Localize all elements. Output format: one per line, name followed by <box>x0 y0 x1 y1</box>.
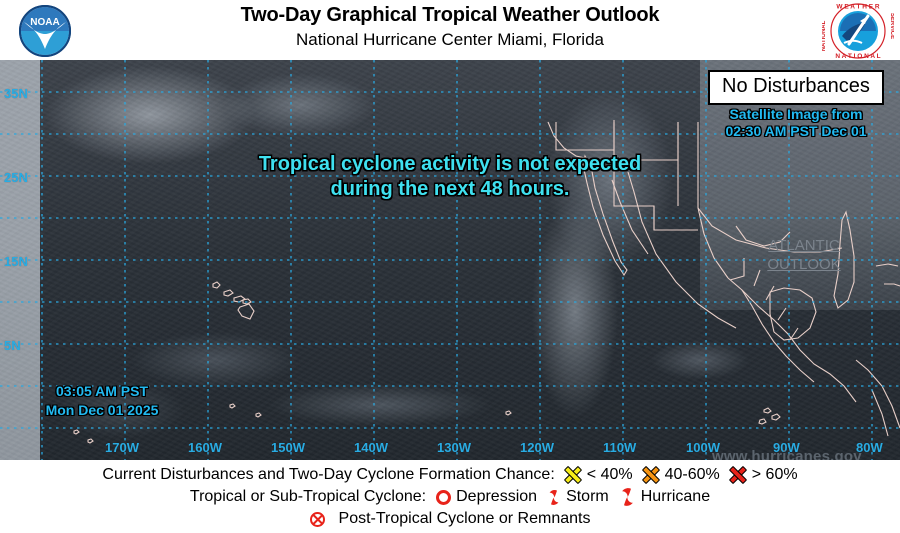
atlantic-outlook-line-2: OUTLOOK <box>767 256 841 273</box>
lat-label-25n: 25N <box>4 170 28 185</box>
legend-cyclone-type-label: Tropical or Sub-Tropical Cyclone: <box>189 488 427 505</box>
svg-text:SERVICE: SERVICE <box>889 13 894 39</box>
x-mark-yellow-icon <box>564 465 583 485</box>
atlantic-outlook-link[interactable]: ATLANTIC OUTLOOK <box>752 236 856 274</box>
issuance-time-line-1: 03:05 AM PST <box>55 383 149 399</box>
post-tropical-circle-x-icon <box>309 511 325 527</box>
lon-label-140w: 140W <box>354 440 388 455</box>
legend-item-hurricane: Hurricane <box>619 487 710 507</box>
legend-depression-label: Depression <box>456 488 538 505</box>
coastline-overlay <box>73 120 900 444</box>
issuance-timestamp: 03:05 AM PST Mon Dec 01 2025 <box>32 382 172 420</box>
lon-label-90w: 90W <box>773 440 800 455</box>
outlook-message-line-1: Tropical cyclone activity is not expecte… <box>258 153 642 175</box>
legend-row-formation-chance: Current Disturbances and Two-Day Cyclone… <box>0 464 900 486</box>
legend-item-medium-chance: 40-60% <box>641 465 720 485</box>
legend-item-high-chance: > 60% <box>729 465 798 485</box>
lat-label-15n: 15N <box>4 254 28 269</box>
lon-label-120w: 120W <box>520 440 554 455</box>
svg-text:N A T I O N A L: N A T I O N A L <box>835 53 880 60</box>
site-watermark: www.hurricanes.gov <box>712 448 862 460</box>
legend-low-chance-label: < 40% <box>586 466 633 483</box>
svg-text:NATIONAL: NATIONAL <box>822 20 827 51</box>
legend-panel: Current Disturbances and Two-Day Cyclone… <box>0 460 900 533</box>
legend-row-cyclone-types: Tropical or Sub-Tropical Cyclone: Depres… <box>0 486 900 508</box>
legend-high-chance-label: > 60% <box>751 466 798 483</box>
storm-spiral-icon <box>549 489 559 505</box>
depression-circle-icon <box>436 489 452 505</box>
hurricane-spiral-icon <box>621 488 633 506</box>
legend-item-depression: Depression <box>436 487 537 507</box>
satellite-off-disk-region <box>0 60 40 460</box>
svg-text:NOAA: NOAA <box>30 17 59 28</box>
lon-label-80w: 80W <box>856 440 883 455</box>
issuance-time-line-2: Mon Dec 01 2025 <box>45 402 159 418</box>
atlantic-outlook-line-1: ATLANTIC <box>768 237 840 254</box>
x-mark-red-icon <box>729 465 748 485</box>
legend-item-storm: Storm <box>547 487 609 507</box>
legend-row-post-tropical: Post-Tropical Cyclone or Remnants <box>0 508 900 530</box>
lon-label-150w: 150W <box>271 440 305 455</box>
satellite-image-timestamp: Satellite Image from 02:30 AM PST Dec 01 <box>700 106 892 140</box>
lon-label-100w: 100W <box>686 440 720 455</box>
noaa-logo: NOAA <box>19 5 71 57</box>
page-title: Two-Day Graphical Tropical Weather Outlo… <box>240 4 660 26</box>
lon-label-110w: 110W <box>603 440 637 455</box>
satellite-map[interactable]: 35N 25N 15N 5N 170W 160W 150W 140W 130W … <box>0 60 900 460</box>
lon-label-160w: 160W <box>188 440 222 455</box>
page-header: NOAA Two-Day Graphical Tropical Weather … <box>0 0 900 60</box>
outlook-message-line-2: during the next 48 hours. <box>330 178 570 200</box>
nws-logo: W E A T H E R N A T I O N A L NATIONAL S… <box>822 3 894 60</box>
legend-medium-chance-label: 40-60% <box>664 466 720 483</box>
x-mark-orange-icon <box>641 465 661 485</box>
satellite-timestamp-line-1: Satellite Image from <box>729 106 863 122</box>
lat-label-5n: 5N <box>4 338 21 353</box>
svg-text:W E A T H E R: W E A T H E R <box>836 4 880 11</box>
legend-storm-label: Storm <box>566 488 609 505</box>
page-subtitle: National Hurricane Center Miami, Florida <box>295 30 604 49</box>
title-block: Two-Day Graphical Tropical Weather Outlo… <box>120 2 780 52</box>
lon-label-130w: 130W <box>437 440 471 455</box>
legend-item-low-chance: < 40% <box>564 465 633 485</box>
legend-post-tropical-label: Post-Tropical Cyclone or Remnants <box>338 510 591 527</box>
lat-label-35n: 35N <box>4 86 28 101</box>
lon-label-170w: 170W <box>105 440 139 455</box>
satellite-timestamp-line-2: 02:30 AM PST Dec 01 <box>725 123 867 139</box>
legend-formation-chance-label: Current Disturbances and Two-Day Cyclone… <box>102 466 555 483</box>
status-badge-no-disturbances: No Disturbances <box>708 70 884 105</box>
outlook-message: Tropical cyclone activity is not expecte… <box>0 152 900 202</box>
legend-hurricane-label: Hurricane <box>640 488 711 505</box>
